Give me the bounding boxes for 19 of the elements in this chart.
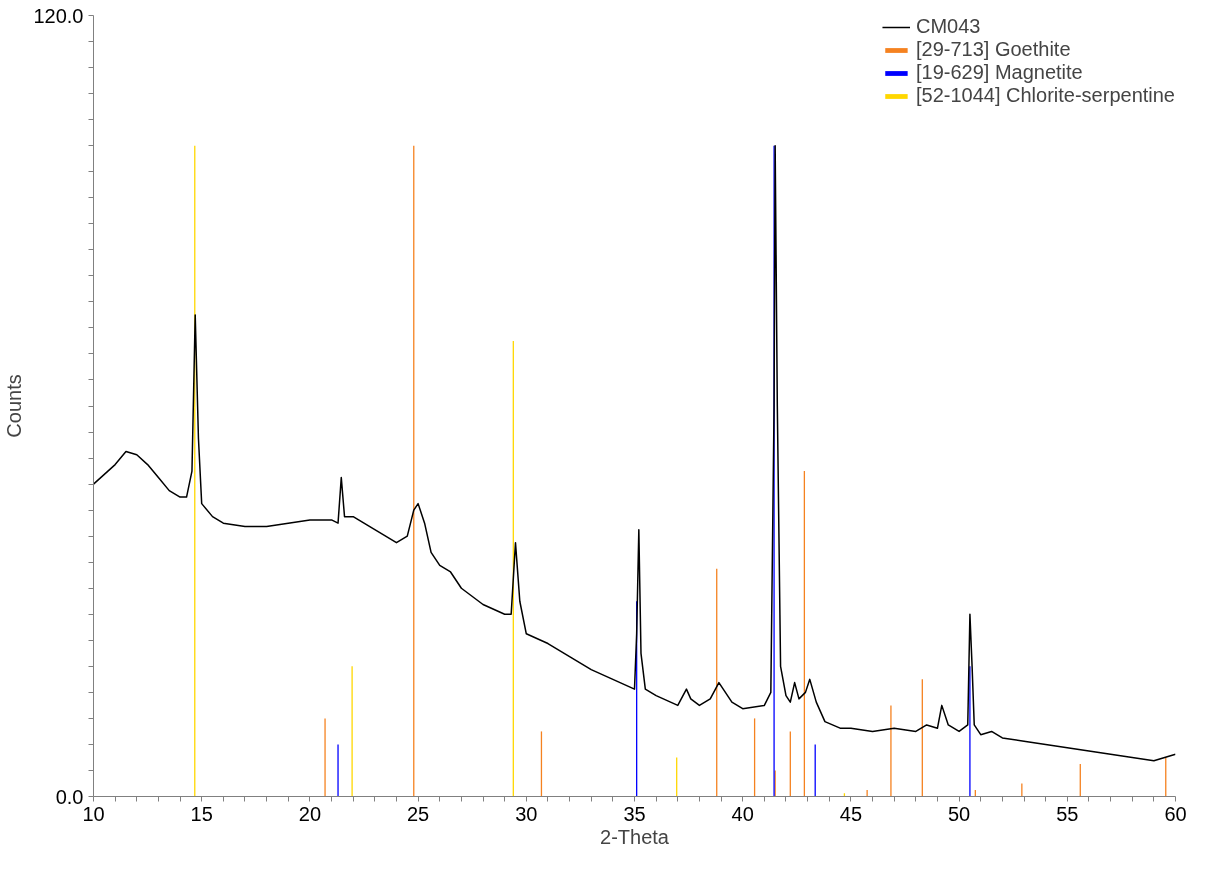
y-tick-label: 120.0 <box>33 4 84 27</box>
x-tick-label: 45 <box>839 802 863 825</box>
legend-label: [29-713] Goethite <box>915 38 1071 61</box>
y-axis-title: Counts <box>3 374 26 438</box>
x-tick-label: 25 <box>406 802 430 825</box>
x-tick-label: 55 <box>1056 802 1079 825</box>
legend-label: [19-629] Magnetite <box>915 61 1083 84</box>
x-tick-label: 30 <box>515 802 538 825</box>
x-axis-title: 2-Theta <box>600 825 670 848</box>
x-tick-label: 40 <box>731 802 754 825</box>
x-tick-label: 60 <box>1164 802 1187 825</box>
x-tick-label: 35 <box>623 802 646 825</box>
x-tick-label: 20 <box>298 802 322 825</box>
x-tick-label: 50 <box>947 802 971 825</box>
legend-label: CM043 <box>915 15 981 38</box>
y-tick-label: 0.0 <box>55 785 84 808</box>
x-tick-label: 15 <box>190 802 213 825</box>
legend-label: [52-1044] Chlorite-serpentine <box>915 84 1175 107</box>
x-tick-label: 10 <box>82 802 105 825</box>
